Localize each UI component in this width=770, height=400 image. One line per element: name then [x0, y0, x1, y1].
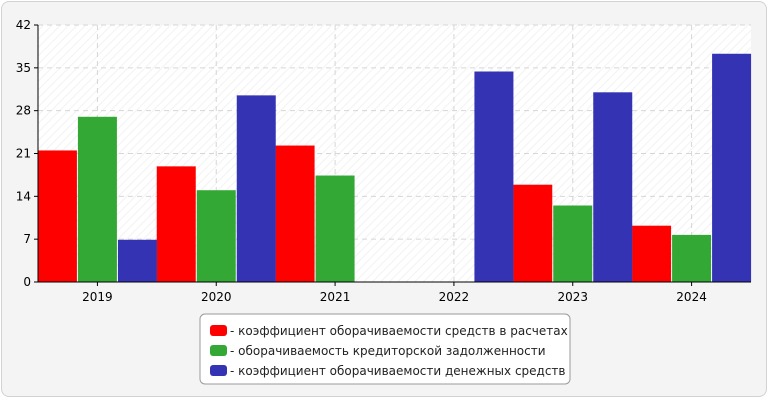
y-tick-label: 0 [23, 275, 31, 289]
y-tick-label: 35 [16, 61, 31, 75]
bars [37, 53, 752, 283]
bar-2021-s2 [315, 175, 355, 282]
bar-2023-s1 [513, 184, 553, 282]
x-tick-label: 2021 [320, 290, 351, 304]
y-tick-label: 7 [23, 232, 31, 246]
bar-2023-s3 [593, 92, 633, 282]
legend-box [199, 313, 571, 385]
bar-2019-s2 [77, 116, 117, 283]
y-tick-label: 28 [16, 104, 31, 118]
legend: - коэффициент оборачиваемости средств в … [199, 313, 571, 385]
legend-swatch [210, 365, 227, 376]
bar-2020-s3 [236, 95, 276, 282]
x-tick-label: 2019 [82, 290, 113, 304]
bar-2020-s2 [196, 190, 236, 282]
legend-label: - коэффициент оборачиваемости средств в … [230, 324, 568, 338]
x-tick-label: 2020 [201, 290, 232, 304]
bar-2024-s1 [632, 225, 672, 282]
legend-swatch [210, 325, 227, 336]
legend-label: - оборачиваемость кредиторской задолженн… [230, 344, 546, 358]
bar-2022-s3 [474, 71, 514, 282]
legend-swatch [210, 345, 227, 356]
y-tick-label: 21 [16, 147, 31, 161]
x-tick-label: 2024 [676, 290, 707, 304]
x-tick-label: 2023 [557, 290, 588, 304]
bar-2020-s1 [156, 166, 196, 282]
bar-2024-s2 [672, 234, 712, 282]
y-tick-label: 14 [16, 189, 31, 203]
bar-2021-s1 [275, 145, 315, 282]
x-tick-label: 2022 [439, 290, 470, 304]
bar-2024-s3 [712, 53, 752, 283]
bar-2019-s3 [117, 239, 157, 282]
axes: 0 7 14 21 28 35 42 2019 2020 2021 2022 2023 2024 [16, 18, 751, 304]
legend-label: - коэффициент оборачиваемости денежных с… [230, 364, 566, 378]
bar-2019-s1 [37, 150, 77, 282]
y-tick-label: 42 [16, 18, 31, 32]
bar-2023-s2 [553, 205, 593, 282]
